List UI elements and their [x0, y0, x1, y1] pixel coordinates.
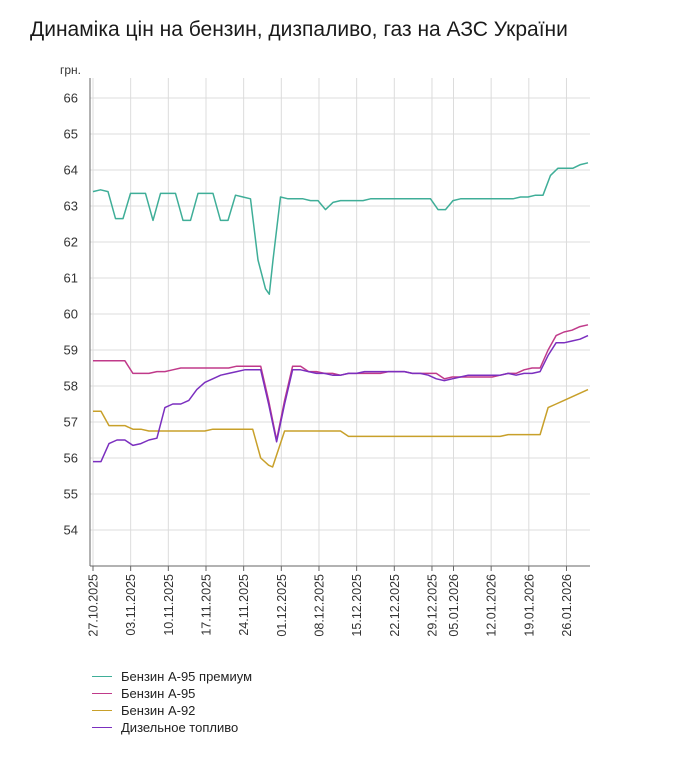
- legend-item: Бензин А-92: [92, 702, 252, 719]
- chart-title: Динаміка цін на бензин, дизпаливо, газ н…: [30, 18, 568, 41]
- series-line-3: [93, 388, 589, 468]
- x-tick-label: 10.11.2025: [162, 574, 176, 636]
- series-layer: [92, 162, 589, 468]
- x-tick-label: 01.12.2025: [275, 574, 289, 637]
- y-tick-label: 61: [64, 271, 78, 286]
- series-line-2: [93, 324, 589, 441]
- x-tick-label: 17.11.2025: [199, 574, 213, 636]
- tick-labels: 54 55 56 57 58 59 60 61 62 63 64 65 66 грн. 27.10.2025…: [60, 63, 574, 637]
- x-tick-label: 03.11.2025: [124, 574, 138, 636]
- y-tick-label: 59: [64, 343, 78, 358]
- legend-swatch: [92, 693, 112, 694]
- legend-item: Дизельное топливо: [92, 719, 252, 736]
- price-chart: 54 55 56 57 58 59 60 61 62 63 64 65 66 грн. 27.10.2025…: [60, 63, 590, 637]
- x-tick-label: 26.01.2026: [560, 574, 574, 637]
- x-tick-label: 05.01.2026: [447, 574, 461, 637]
- y-tick-label: 60: [64, 307, 78, 322]
- legend-item: Бензин А-95 премиум: [92, 668, 252, 685]
- legend-label: Бензин А-95: [121, 686, 196, 701]
- y-tick-label: 64: [64, 163, 78, 178]
- x-tick-label: 15.12.2025: [350, 574, 364, 637]
- x-tick-label: 12.01.2026: [485, 574, 499, 637]
- legend-item: Бензин А-95: [92, 685, 252, 702]
- y-tick-label: 56: [64, 451, 78, 466]
- y-tick-label: 57: [64, 415, 78, 430]
- x-tick-label: 19.01.2026: [522, 574, 536, 637]
- y-tick-label: 62: [64, 235, 78, 250]
- legend-label: Бензин А-95 премиум: [121, 669, 253, 684]
- y-tick-label: 63: [64, 199, 78, 214]
- axes: [89, 78, 590, 571]
- y-tick-label: 65: [64, 127, 78, 142]
- x-tick-label: 22.12.2025: [388, 574, 402, 637]
- x-tick-label: 29.12.2025: [425, 574, 439, 637]
- grid-lines: [90, 78, 590, 566]
- legend-label: Дизельное топливо: [121, 720, 239, 735]
- y-tick-label: 58: [64, 379, 78, 394]
- legend: Бензин А-95 премиум Бензин А-95 Бензин А-9…: [92, 668, 252, 736]
- y-tick-label: 54: [64, 523, 78, 538]
- y-tick-label: 66: [64, 91, 78, 106]
- series-line-4: [93, 334, 589, 463]
- series-line-1: [92, 162, 589, 295]
- y-tick-label: 55: [64, 487, 78, 502]
- legend-label: Бензин А-92: [121, 703, 196, 718]
- legend-swatch: [92, 710, 112, 711]
- legend-swatch: [92, 727, 112, 728]
- x-tick-label: 27.10.2025: [87, 574, 101, 637]
- y-axis-unit-label: грн.: [60, 63, 81, 77]
- x-tick-label: 08.12.2025: [312, 574, 326, 637]
- legend-swatch: [92, 676, 112, 677]
- x-tick-label: 24.11.2025: [237, 574, 251, 636]
